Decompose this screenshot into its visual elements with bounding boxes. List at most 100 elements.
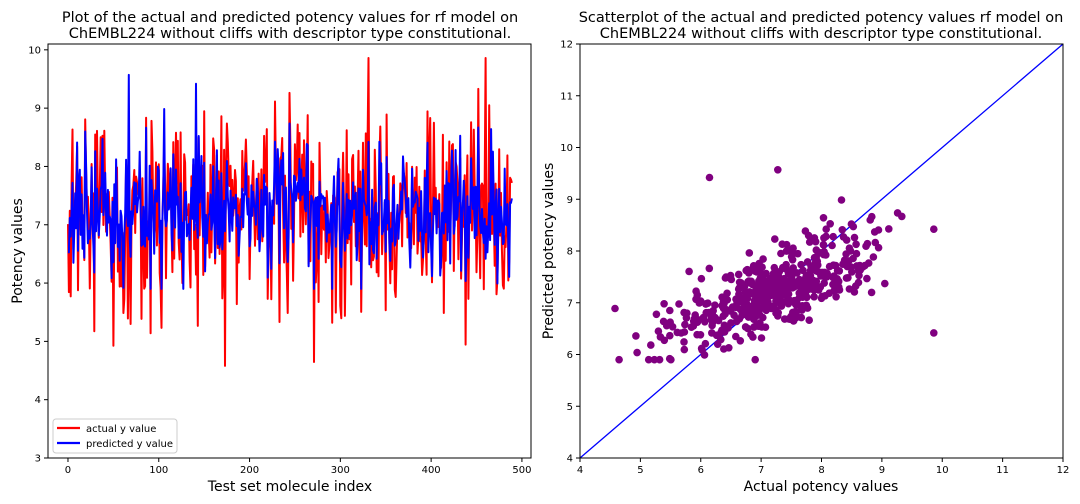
scatter-point [789,264,797,272]
scatter-point [874,226,883,234]
scatter-point [820,234,828,242]
scatter-point [820,279,828,287]
scatter-point [696,331,705,339]
right-x-tick-label: 9 [879,465,885,476]
scatter-point [794,249,802,258]
scatter-point [811,237,820,246]
scatter-point [691,314,699,323]
right-series-group [580,44,1063,458]
scatter-point [819,240,828,249]
scatter-point [855,271,863,280]
scatter-point [615,355,623,364]
scatter-point [881,279,889,288]
scatter-point [817,272,825,280]
left-x-tick-label: 400 [422,465,441,476]
scatter-point [662,321,671,330]
scatter-point [666,306,674,315]
scatter-point [842,250,850,258]
scatter-point [647,341,655,349]
scatter-point [751,267,759,276]
scatter-point [734,298,742,307]
scatter-point [845,244,854,252]
right-y-tick-label: 12 [560,40,573,51]
scatter-point [750,300,758,309]
scatter-point [695,299,704,307]
left-y-tick-label: 5 [35,337,41,348]
scatter-point [712,331,721,340]
scatter-point [885,225,893,233]
scatter-point [803,304,812,312]
scatter-point [771,235,779,243]
scatter-point [746,305,754,314]
scatter-point [702,300,710,308]
scatter-point [790,283,798,291]
scatter-point [667,355,675,364]
scatter-point [829,232,837,241]
scatter-point [654,327,663,336]
left-y-tick-label: 8 [35,162,41,173]
scatter-point [754,289,762,297]
left-title-line-1: Plot of the actual and predicted potency… [62,10,518,26]
scatter-point [700,351,709,359]
scatter-point [797,260,805,269]
scatter-point [814,286,823,294]
scatter-point [791,300,800,308]
scatter-point [829,280,837,289]
scatter-point [807,263,816,272]
right-y-tick-label: 8 [567,247,573,258]
scatter-point [863,239,872,248]
scatter-point [930,329,938,337]
scatter-point [762,290,771,299]
scatter-point [829,261,838,270]
left-x-tick-label: 500 [512,465,531,476]
scatter-point [769,269,778,278]
right-x-tick-label: 7 [758,465,764,476]
left-series-group [67,57,513,367]
scatter-point [660,300,668,308]
scatter-point [769,289,777,298]
scatter-point [747,277,755,286]
scatter-point [801,227,810,235]
scatter-point [847,220,856,228]
right-y-tick-label: 10 [560,143,573,154]
right-x-tick-label: 11 [996,465,1009,476]
scatter-point [810,293,818,301]
series-line-predicted [67,73,513,290]
scatter-point [673,328,682,337]
scatter-point [680,338,688,346]
scatter-point [708,308,716,316]
scatter-point [747,289,756,298]
scatter-point [666,331,674,340]
scatter-point [719,304,728,313]
scatter-point [763,279,771,288]
scatter-point [852,240,860,249]
scatter-point [803,293,811,302]
scatter-point [699,313,708,322]
scatter-point [760,299,769,308]
scatter-point [842,274,851,282]
scatter-point [660,336,669,345]
scatter-point [835,267,844,275]
scatter-point [788,255,797,264]
scatter-point [682,314,691,322]
right-y-tick-label: 4 [567,454,573,465]
scatter-point [752,312,760,321]
scatter-point [930,225,938,233]
scatter-point [783,284,792,293]
scatter-point [774,166,782,174]
scatter-point [789,244,797,252]
scatter-point [781,265,790,273]
line-chart: Plot of the actual and predicted potency… [10,10,532,495]
scatter-point [685,267,693,276]
left-y-tick-label: 7 [35,220,41,231]
right-title-line-2: ChEMBL224 without cliffs with descriptor… [600,26,1042,42]
right-x-tick-label: 12 [1057,465,1070,476]
right-x-tick-label: 5 [637,465,643,476]
scatter-point [681,320,689,329]
right-axis-ticks: 4 5 6 7 8 9 10 11 12 4 5 6 7 8 9 10 11 12 [560,40,1069,477]
right-y-tick-label: 9 [567,195,573,206]
scatter-point [692,287,700,296]
scatter-point [714,316,723,325]
scatter-point [680,328,689,336]
scatter-point [829,273,837,282]
